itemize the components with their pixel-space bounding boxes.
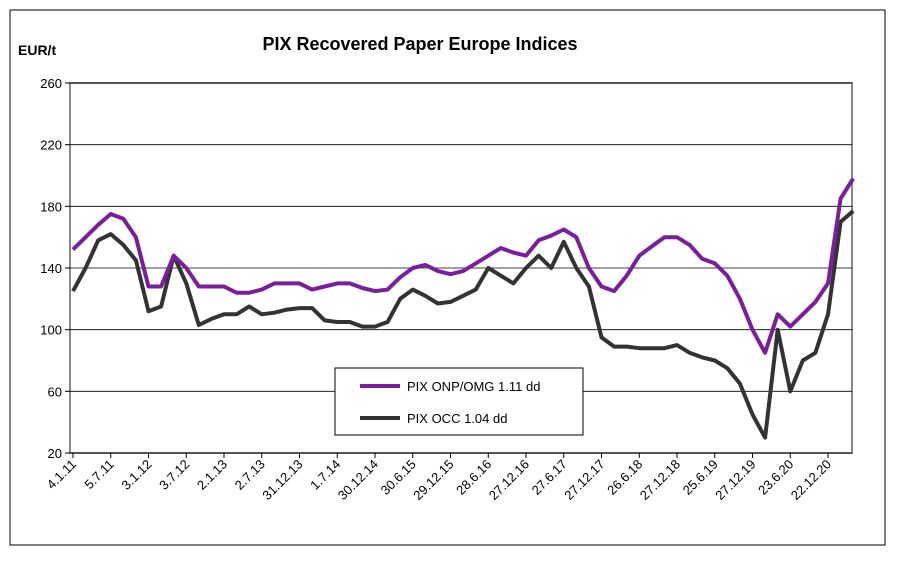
line-series [71, 177, 855, 355]
y-tick-label: 20 [48, 446, 62, 461]
y-tick-label: 140 [40, 261, 62, 276]
y-tick-label: 60 [48, 384, 62, 399]
y-axis-label: EUR/t [18, 42, 56, 58]
chart-title: PIX Recovered Paper Europe Indices [262, 34, 577, 54]
y-tick-label: 260 [40, 76, 62, 91]
y-tick-label: 220 [40, 138, 62, 153]
legend-label: PIX OCC 1.04 dd [407, 411, 507, 426]
line-series [71, 209, 855, 440]
legend-label: PIX ONP/OMG 1.11 dd [407, 379, 540, 394]
y-tick-label: 100 [40, 323, 62, 338]
y-tick-label: 180 [40, 199, 62, 214]
legend [334, 367, 584, 436]
